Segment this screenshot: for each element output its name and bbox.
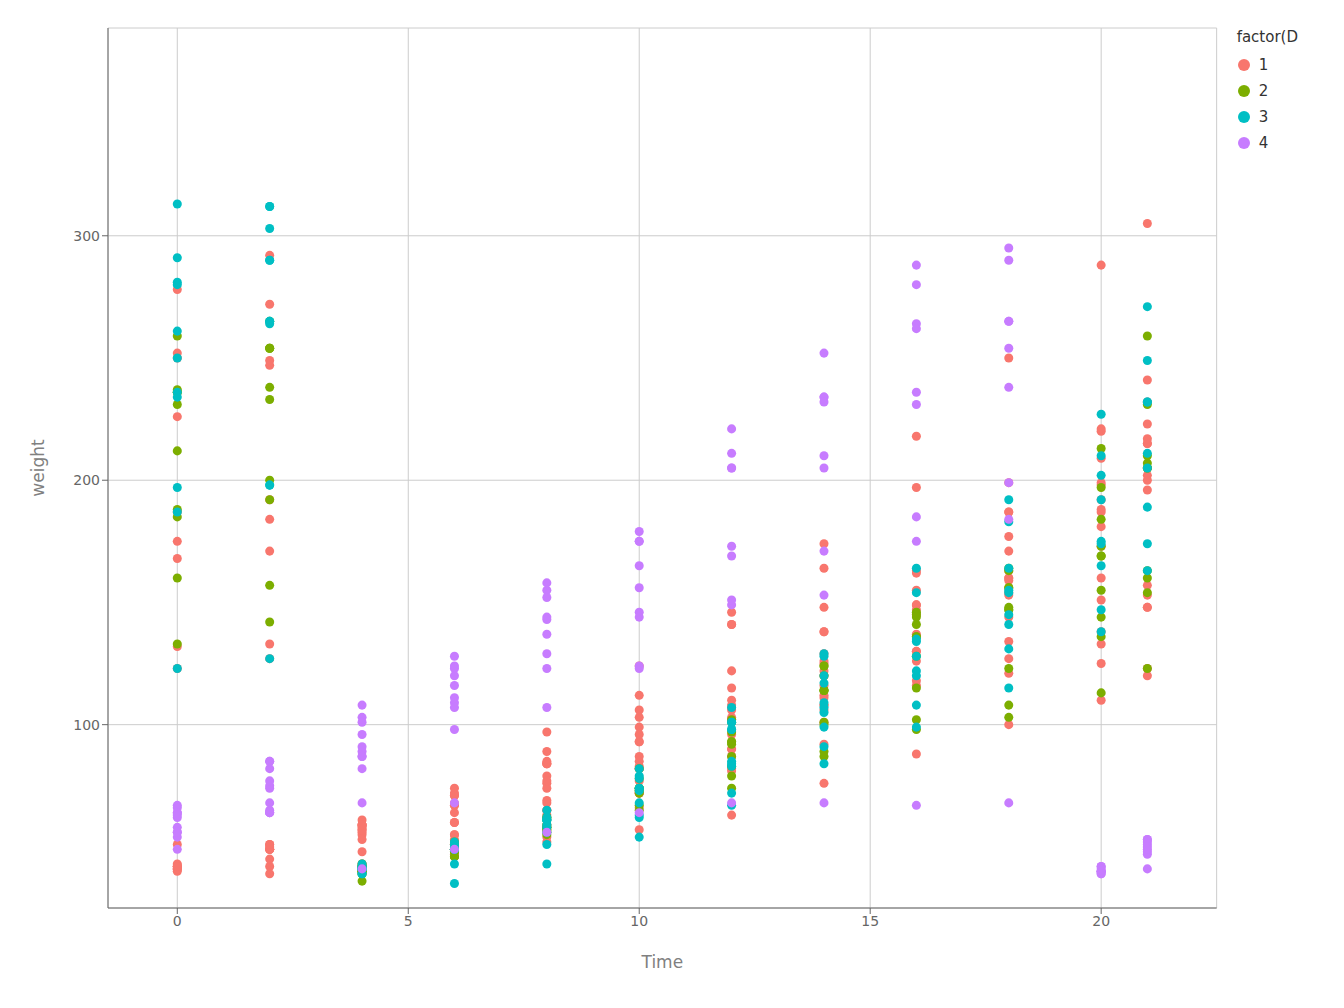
svg-text:weight: weight xyxy=(28,439,48,497)
html-text:factor(D: factor(D xyxy=(1236,28,1298,46)
svg-text:0: 0 xyxy=(173,913,182,929)
html-text:1: 1 xyxy=(1258,56,1269,74)
svg-text:100: 100 xyxy=(73,717,100,733)
svg-text:10: 10 xyxy=(630,913,648,929)
svg-text:300: 300 xyxy=(73,228,100,244)
svg-text:15: 15 xyxy=(861,913,879,929)
svg-text:Time: Time xyxy=(641,952,684,972)
html-text:3: 3 xyxy=(1258,108,1269,126)
html-text:4: 4 xyxy=(1258,134,1269,152)
svg-text:5: 5 xyxy=(404,913,413,929)
html-text:2: 2 xyxy=(1258,82,1269,100)
svg-text:200: 200 xyxy=(73,472,100,488)
svg-text:20: 20 xyxy=(1092,913,1110,929)
